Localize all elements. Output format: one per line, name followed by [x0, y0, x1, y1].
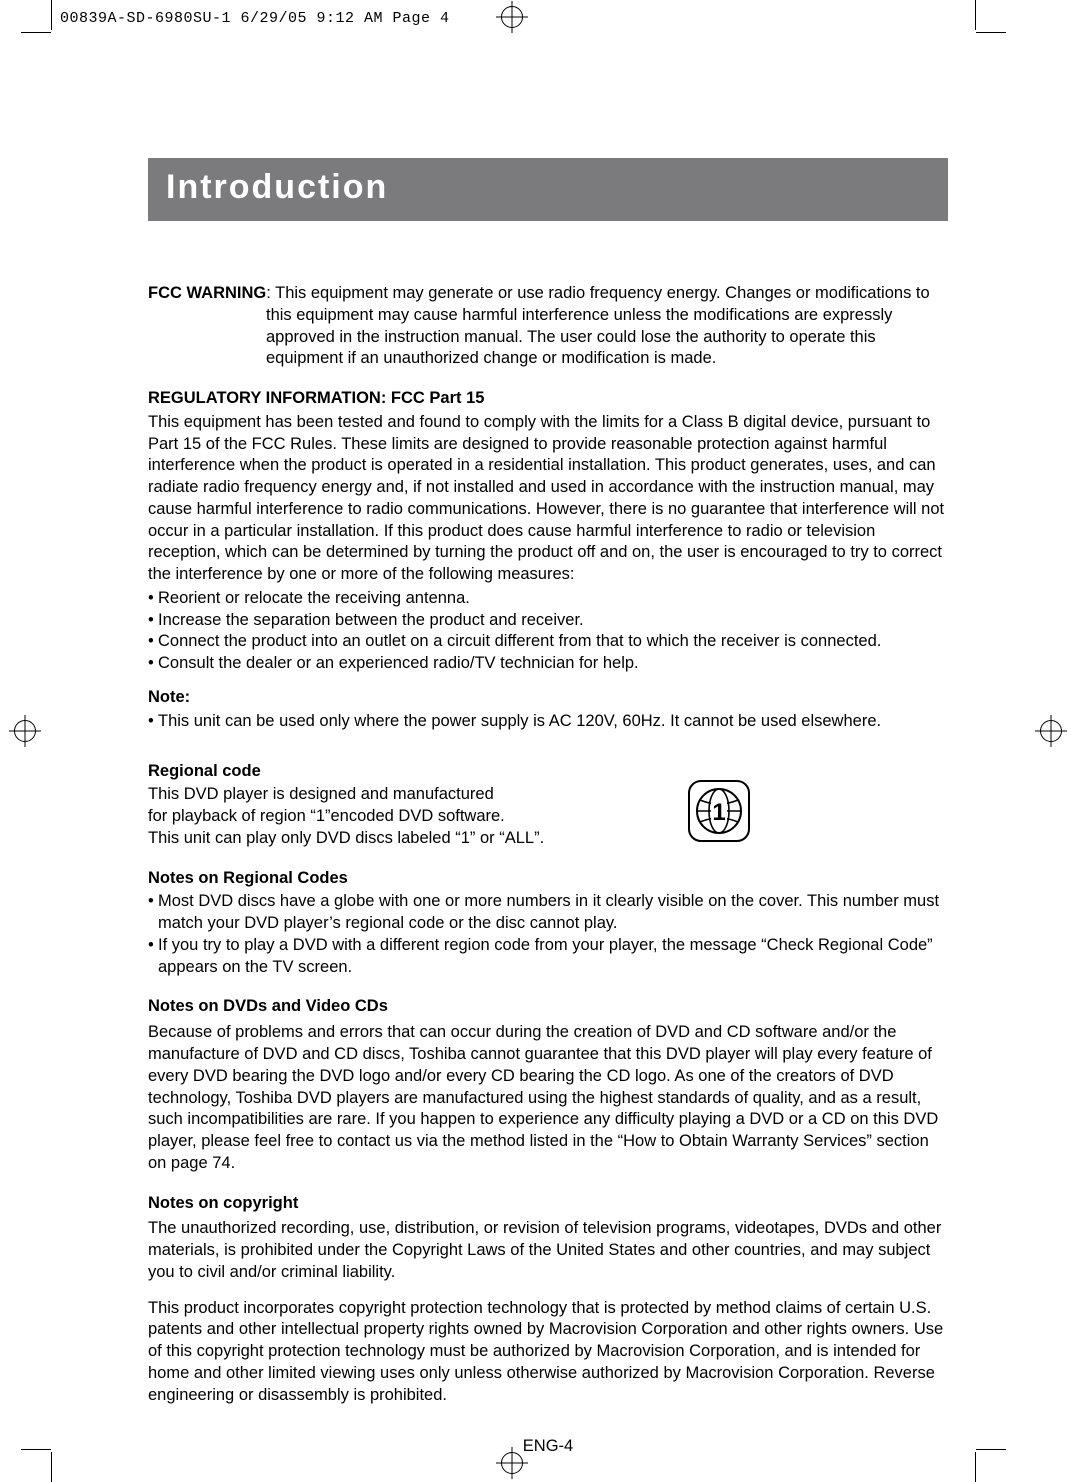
section-title: Introduction	[166, 168, 388, 206]
bullet-text: Connect the product into an outlet on a …	[158, 631, 948, 653]
notes-copyright-p1: The unauthorized recording, use, distrib…	[148, 1218, 948, 1283]
list-item: • This unit can be used only where the p…	[148, 711, 948, 733]
regional-code-line: for playback of region “1”encoded DVD so…	[148, 806, 588, 828]
crop-mark	[51, 0, 52, 30]
page-footer: ENG-4	[148, 1436, 948, 1458]
region-globe-icon: 1	[688, 780, 750, 849]
regulatory-body: This equipment has been tested and found…	[148, 412, 948, 586]
bullet-dot: •	[148, 588, 158, 610]
fcc-warning-text: equipment if an unauthorized change or m…	[266, 348, 948, 370]
content-area: FCC WARNING: This equipment may generate…	[148, 283, 948, 1458]
fcc-warning-block: FCC WARNING: This equipment may generate…	[148, 283, 948, 370]
bullet-text: Increase the separation between the prod…	[158, 610, 948, 632]
note-bullets: • This unit can be used only where the p…	[148, 711, 948, 733]
regulatory-bullets: •Reorient or relocate the receiving ante…	[148, 588, 948, 675]
registration-mark	[501, 6, 523, 28]
crop-mark	[975, 0, 976, 30]
bullet-text: Reorient or relocate the receiving anten…	[158, 588, 948, 610]
crop-mark	[976, 32, 1006, 33]
print-slug: 00839A-SD-6980SU-1 6/29/05 9:12 AM Page …	[60, 10, 450, 27]
notes-regional-bullets: •Most DVD discs have a globe with one or…	[148, 891, 948, 978]
registration-mark	[14, 720, 36, 742]
fcc-warning-label: FCC WARNING	[148, 284, 266, 302]
crop-mark	[51, 1452, 52, 1482]
list-item: •Most DVD discs have a globe with one or…	[148, 891, 948, 935]
notes-dvd-body: Because of problems and errors that can …	[148, 1022, 948, 1174]
notes-copyright-heading: Notes on copyright	[148, 1193, 948, 1215]
bullet-text: Consult the dealer or an experienced rad…	[158, 653, 948, 675]
regional-code-line: This DVD player is designed and manufact…	[148, 784, 588, 806]
list-item: •Consult the dealer or an experienced ra…	[148, 653, 948, 675]
regional-code-line: This unit can play only DVD discs labele…	[148, 828, 588, 850]
crop-mark	[975, 1452, 976, 1482]
regional-code-text: This DVD player is designed and manufact…	[148, 784, 588, 849]
bullet-dot: •	[148, 711, 158, 733]
list-item: •Connect the product into an outlet on a…	[148, 631, 948, 653]
notes-copyright-p2: This product incorporates copyright prot…	[148, 1298, 948, 1407]
list-item: •Increase the separation between the pro…	[148, 610, 948, 632]
bullet-dot: •	[148, 891, 158, 935]
bullet-dot: •	[148, 653, 158, 675]
bullet-dot: •	[148, 631, 158, 653]
registration-mark	[1040, 720, 1062, 742]
bullet-text: If you try to play a DVD with a differen…	[158, 935, 948, 979]
region-number: 1	[712, 799, 725, 826]
page-body: Introduction FCC WARNING: This equipment…	[148, 158, 948, 1458]
regional-code-heading: Regional code	[148, 761, 948, 783]
bullet-dot: •	[148, 610, 158, 632]
fcc-warning-text: approved in the instruction manual. The …	[266, 327, 948, 349]
section-title-bar: Introduction	[148, 158, 948, 221]
regional-code-block: This DVD player is designed and manufact…	[148, 784, 948, 849]
crop-mark	[976, 1449, 1006, 1450]
list-item: •Reorient or relocate the receiving ante…	[148, 588, 948, 610]
regulatory-heading: REGULATORY INFORMATION: FCC Part 15	[148, 388, 948, 410]
bullet-text: This unit can be used only where the pow…	[158, 711, 948, 733]
list-item: •If you try to play a DVD with a differe…	[148, 935, 948, 979]
notes-dvd-heading: Notes on DVDs and Video CDs	[148, 996, 948, 1018]
bullet-text: Most DVD discs have a globe with one or …	[158, 891, 948, 935]
crop-mark	[21, 32, 51, 33]
bullet-dot: •	[148, 935, 158, 979]
note-label: Note:	[148, 687, 948, 709]
notes-regional-heading: Notes on Regional Codes	[148, 868, 948, 890]
fcc-warning-text: this equipment may cause harmful interfe…	[266, 305, 948, 327]
fcc-warning-text: : This equipment may generate or use rad…	[266, 284, 929, 302]
crop-mark	[21, 1449, 51, 1450]
